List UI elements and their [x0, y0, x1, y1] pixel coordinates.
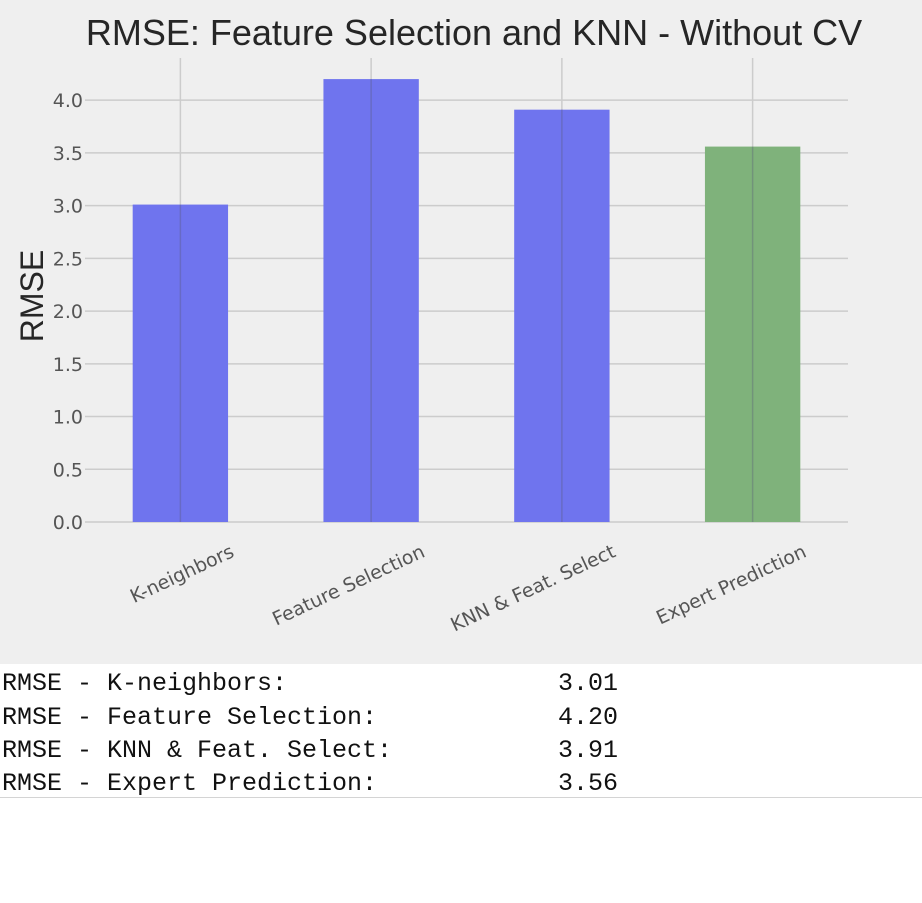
output-value: 4.20 — [558, 703, 619, 732]
output-value: 3.91 — [558, 736, 619, 765]
x-tick-label: Expert Prediction — [653, 541, 810, 630]
bar — [323, 79, 419, 522]
output-label: RMSE - Expert Prediction: — [2, 769, 378, 798]
output-row: RMSE - KNN & Feat. Select: 3.91 — [2, 734, 618, 768]
y-tick-label: 2.5 — [53, 248, 83, 270]
output-value: 3.56 — [558, 769, 619, 798]
bar — [514, 109, 610, 522]
output-value: 3.01 — [558, 669, 619, 698]
y-tick-labels: 0.0 0.5 1.0 1.5 2.0 2.5 3.0 3.5 4.0 — [53, 90, 83, 534]
output-label: RMSE - K-neighbors: — [2, 669, 288, 698]
y-tick-label: 3.0 — [53, 196, 83, 218]
y-tick-label: 0.0 — [53, 512, 83, 534]
bars — [132, 79, 801, 522]
bar — [704, 146, 801, 522]
y-tick-label: 0.5 — [53, 459, 83, 481]
x-tick-label: K-neighbors — [127, 541, 238, 608]
output-row: RMSE - Expert Prediction: 3.56 — [2, 767, 618, 801]
output-row: RMSE - Feature Selection: 4.20 — [2, 701, 618, 735]
output-label: RMSE - Feature Selection: — [2, 703, 378, 732]
y-tick-label: 1.0 — [53, 407, 83, 429]
console-output: RMSE - K-neighbors: 3.01 RMSE - Feature … — [0, 664, 922, 802]
output-label: RMSE - KNN & Feat. Select: — [2, 736, 393, 765]
chart-title: RMSE: Feature Selection and KNN - Withou… — [86, 12, 862, 53]
y-axis-label: RMSE — [14, 250, 50, 342]
output-row: RMSE - K-neighbors: 3.01 — [2, 667, 618, 701]
y-tick-label: 1.5 — [53, 354, 83, 376]
bar — [132, 204, 229, 522]
y-tick-label: 2.0 — [53, 301, 83, 323]
x-tick-labels: K-neighbors Feature Selection KNN & Feat. … — [127, 541, 810, 637]
x-tick-label: KNN & Feat. Select — [447, 541, 619, 637]
chart-panel: RMSE: Feature Selection and KNN - Withou… — [0, 0, 922, 664]
divider — [0, 797, 922, 798]
bar-chart: RMSE: Feature Selection and KNN - Withou… — [14, 12, 862, 637]
y-tick-label: 3.5 — [53, 143, 83, 165]
x-tick-label: Feature Selection — [269, 541, 428, 631]
y-tick-label: 4.0 — [53, 90, 83, 112]
